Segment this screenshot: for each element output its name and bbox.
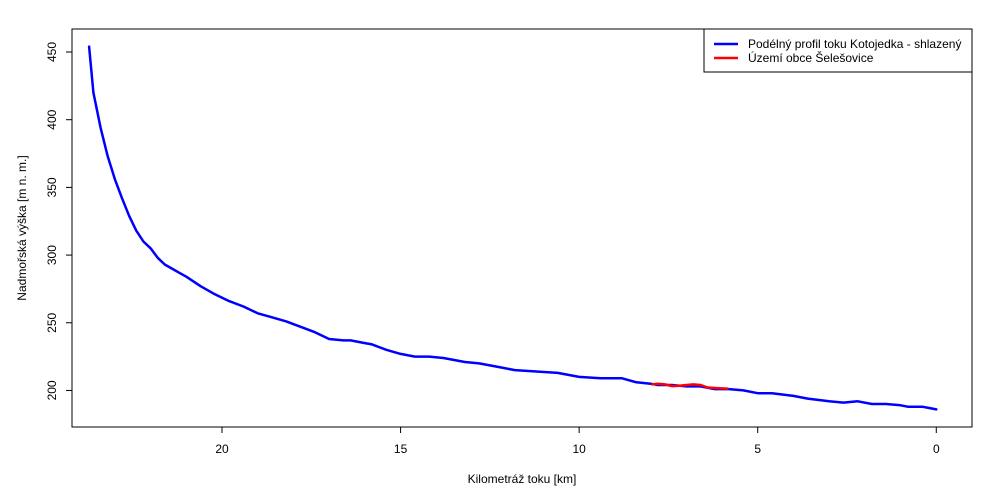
x-tick-label: 10: [572, 442, 586, 456]
y-tick-label: 200: [45, 380, 59, 400]
y-tick-label: 250: [45, 312, 59, 332]
legend-box: [703, 28, 973, 73]
series-line-profile: [87, 45, 938, 411]
series-line-municipality: [651, 382, 729, 390]
y-tick-label: 350: [45, 177, 59, 197]
x-axis: 20 15 10 5 0: [215, 426, 940, 456]
legend: Podélný profil toku Kotojedka - shlazený…: [703, 28, 973, 73]
y-tick-label: 450: [45, 42, 59, 62]
x-tick-label: 5: [754, 442, 761, 456]
y-axis-label: Nadmořská výška [m n. m.]: [15, 155, 29, 300]
x-tick-label: 20: [215, 442, 229, 456]
data-lines: [87, 45, 938, 411]
y-tick-label: 300: [45, 245, 59, 265]
plot-frame: [71, 28, 973, 428]
x-axis-label: Kilometráž toku [km]: [468, 472, 577, 486]
legend-label-municipality: Území obce Šelešovice: [748, 50, 874, 65]
x-tick-label: 0: [933, 442, 940, 456]
y-tick-label: 400: [45, 109, 59, 129]
x-tick-label: 15: [394, 442, 408, 456]
legend-label-profile: Podélný profil toku Kotojedka - shlazený: [748, 37, 961, 51]
y-axis: 200 250 300 350 400 450: [45, 42, 73, 400]
